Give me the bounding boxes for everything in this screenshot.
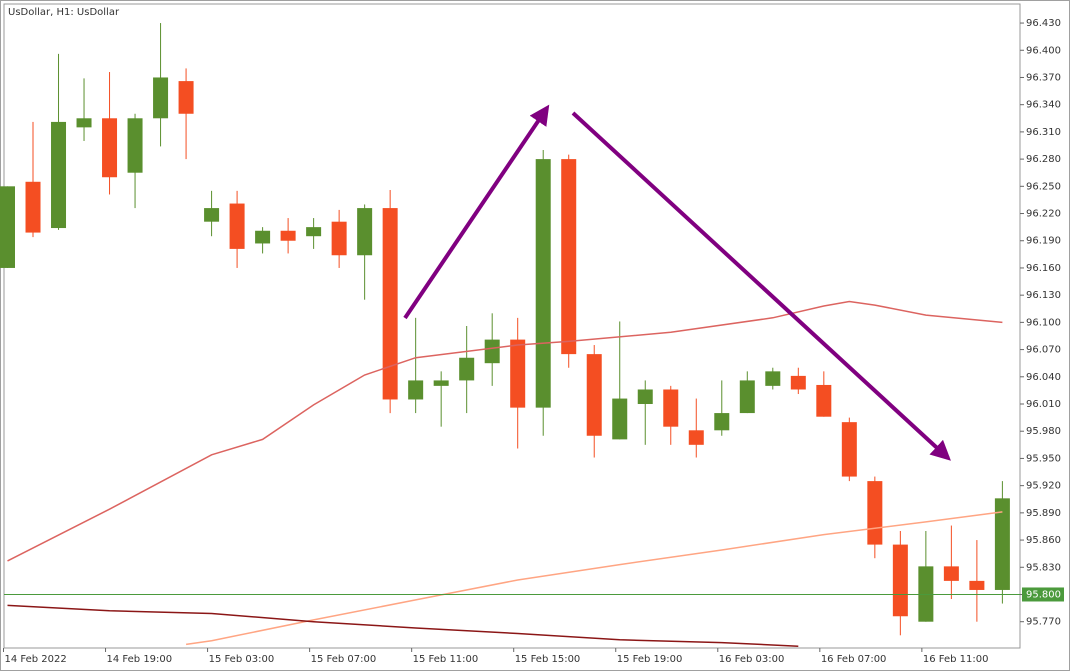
candle-body <box>408 380 424 400</box>
y-tick-label: 96.070 <box>1026 345 1061 356</box>
moving-average <box>7 300 1003 562</box>
y-tick-label: 96.010 <box>1026 399 1061 410</box>
x-tick-label: 16 Feb 07:00 <box>821 654 887 665</box>
moving-average <box>7 604 799 647</box>
candle-body <box>76 118 92 128</box>
current-price-box <box>1022 587 1064 602</box>
candle-body <box>790 375 806 390</box>
candle-body <box>892 544 908 617</box>
candle-body <box>382 208 398 400</box>
candle-body <box>255 230 271 244</box>
candle-body <box>510 339 526 408</box>
chart-title: UsDollar, H1: UsDollar <box>8 7 120 18</box>
candle-body <box>127 118 143 173</box>
candle-body <box>867 481 883 545</box>
candle-body <box>663 389 679 427</box>
candle-body <box>433 380 449 386</box>
x-tick-label: 14 Feb 2022 <box>5 654 67 665</box>
candle-body <box>204 208 220 222</box>
y-tick-label: 96.310 <box>1026 127 1061 138</box>
x-tick-label: 16 Feb 03:00 <box>719 654 785 665</box>
x-tick-label: 15 Feb 07:00 <box>311 654 377 665</box>
candle-body <box>943 566 959 581</box>
y-tick-label: 96.430 <box>1026 18 1061 29</box>
y-tick-label: 95.920 <box>1026 481 1061 492</box>
candle-body <box>637 389 653 405</box>
candle-body <box>612 398 628 440</box>
candle-body <box>969 580 985 590</box>
annotation-arrow-down <box>571 111 951 461</box>
y-tick-label: 96.130 <box>1026 290 1061 301</box>
candle-body <box>688 430 704 445</box>
candle-body <box>765 371 781 386</box>
candle-body <box>153 77 169 119</box>
y-tick-label: 95.860 <box>1026 535 1061 546</box>
candle-body <box>229 203 245 249</box>
x-tick-label: 15 Feb 19:00 <box>617 654 683 665</box>
candle-body <box>357 208 373 256</box>
annotation-arrow-up <box>403 104 550 320</box>
x-tick-label: 15 Feb 15:00 <box>515 654 581 665</box>
y-tick-label: 95.770 <box>1026 617 1061 628</box>
x-tick-label: 15 Feb 11:00 <box>413 654 479 665</box>
candle-body <box>714 413 730 431</box>
candle-body <box>994 498 1010 590</box>
plot-area <box>3 3 1021 649</box>
y-tick-label: 96.250 <box>1026 181 1061 192</box>
y-tick-label: 95.950 <box>1026 453 1061 464</box>
candle-body <box>306 227 322 237</box>
y-tick-label: 95.890 <box>1026 508 1061 519</box>
candle-body <box>331 221 347 256</box>
candle-body <box>484 339 500 364</box>
y-tick-label: 96.400 <box>1026 45 1061 56</box>
y-tick-label: 96.370 <box>1026 72 1061 83</box>
y-tick-label: 96.100 <box>1026 317 1061 328</box>
x-tick-label: 15 Feb 03:00 <box>209 654 275 665</box>
x-tick-label: 14 Feb 19:00 <box>107 654 173 665</box>
y-tick-label: 96.220 <box>1026 209 1061 220</box>
candle-body <box>178 81 194 114</box>
y-tick-label: 96.040 <box>1026 372 1061 383</box>
candle-body <box>561 159 577 355</box>
x-tick-label: 16 Feb 11:00 <box>923 654 989 665</box>
y-tick-label: 95.830 <box>1026 562 1061 573</box>
y-tick-label: 96.280 <box>1026 154 1061 165</box>
candle-body <box>25 181 41 233</box>
candle-body <box>459 357 475 381</box>
candle-body <box>739 380 755 414</box>
y-tick-label: 96.340 <box>1026 100 1061 111</box>
y-tick-label: 95.980 <box>1026 426 1061 437</box>
y-tick-label: 96.160 <box>1026 263 1061 274</box>
candle-body <box>102 118 118 178</box>
candle-body <box>841 422 857 477</box>
candle-body <box>535 159 551 408</box>
candle-body <box>586 354 602 436</box>
moving-average <box>185 511 1003 646</box>
candle-body <box>816 384 832 417</box>
candle-body <box>0 186 15 268</box>
y-tick-label: 96.190 <box>1026 236 1061 247</box>
candle-body <box>280 230 296 241</box>
candle-body <box>51 121 67 229</box>
current-price-label: 95.800 <box>1026 589 1061 600</box>
